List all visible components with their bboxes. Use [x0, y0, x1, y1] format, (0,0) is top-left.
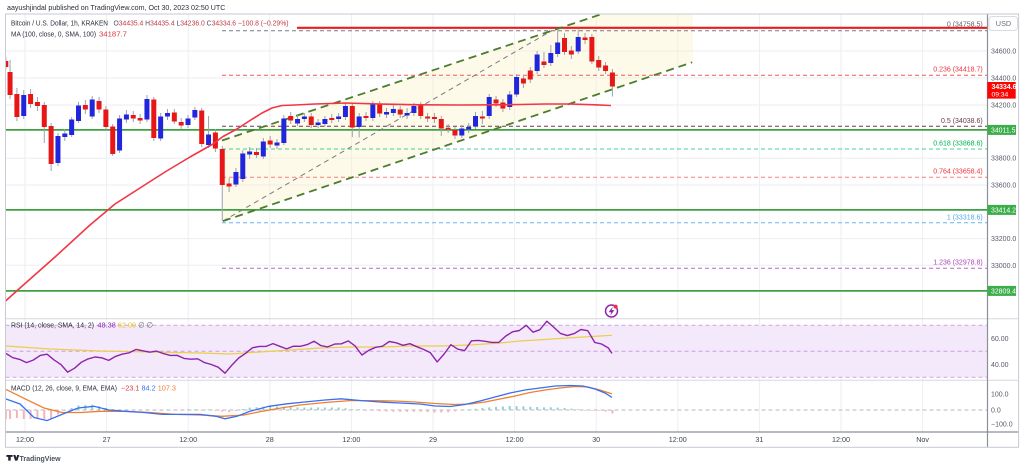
- svg-text:0.236 (34418.7): 0.236 (34418.7): [933, 67, 982, 74]
- svg-text:33000.0: 33000.0: [991, 263, 1016, 270]
- svg-text:34334.6: 34334.6: [992, 84, 1017, 91]
- svg-text:34200.0: 34200.0: [991, 103, 1016, 110]
- svg-text:34187.7: 34187.7: [99, 30, 127, 39]
- svg-text:29: 29: [429, 435, 437, 444]
- svg-text:12:00: 12:00: [179, 435, 197, 444]
- svg-text:RSI (14, close, SMA, 14, 2): RSI (14, close, SMA, 14, 2): [11, 321, 94, 330]
- svg-text:0.5 (34038.6): 0.5 (34038.6): [941, 118, 983, 125]
- svg-text:60.00: 60.00: [991, 336, 1009, 343]
- svg-text:MA (100, close, 0, SMA, 100): MA (100, close, 0, SMA, 100): [11, 30, 96, 39]
- svg-text:aayushjindal published on Trad: aayushjindal published on TradingView.co…: [7, 4, 225, 12]
- svg-text:12:00: 12:00: [669, 435, 687, 444]
- svg-text:34011.5: 34011.5: [991, 127, 1016, 134]
- svg-text:12:00: 12:00: [506, 435, 524, 444]
- svg-text:31: 31: [755, 435, 763, 444]
- svg-text:34600.0: 34600.0: [991, 49, 1016, 56]
- svg-text:33200.0: 33200.0: [991, 236, 1016, 243]
- svg-text:32809.4: 32809.4: [991, 288, 1016, 295]
- svg-text:Bitcoin / U.S. Dollar, 1h, KRA: Bitcoin / U.S. Dollar, 1h, KRAKEN: [11, 19, 108, 28]
- svg-text:34400.0: 34400.0: [991, 76, 1016, 83]
- svg-text:09:34: 09:34: [992, 91, 1009, 98]
- svg-text:12:00: 12:00: [832, 435, 850, 444]
- svg-text:1.236 (32978.8): 1.236 (32978.8): [933, 260, 982, 267]
- svg-text:28: 28: [266, 435, 274, 444]
- svg-text:40.00: 40.00: [991, 362, 1009, 369]
- svg-text:1 (33318.6): 1 (33318.6): [947, 215, 983, 222]
- svg-text:33414.2: 33414.2: [991, 207, 1016, 214]
- svg-text:12:00: 12:00: [342, 435, 360, 444]
- svg-text:−100.0: −100.0: [991, 422, 1013, 429]
- svg-text:33600.0: 33600.0: [991, 183, 1016, 190]
- svg-text:33800.0: 33800.0: [991, 156, 1016, 163]
- svg-text:0.618 (33868.6): 0.618 (33868.6): [933, 141, 982, 148]
- svg-text:0 (34758.5): 0 (34758.5): [947, 22, 983, 29]
- svg-text:−23.1 84.2 107.3: −23.1 84.2 107.3: [121, 384, 176, 393]
- svg-text:27: 27: [103, 435, 111, 444]
- svg-text:0.764 (33658.4): 0.764 (33658.4): [933, 169, 982, 176]
- svg-text:12:00: 12:00: [16, 435, 34, 444]
- svg-text:MACD (12, 26, close, 9, EMA, E: MACD (12, 26, close, 9, EMA, EMA): [11, 384, 117, 393]
- svg-text:0.0: 0.0: [991, 408, 1001, 415]
- svg-text:USD: USD: [996, 19, 1011, 28]
- svg-text:48.38 62.09 ∅ ∅: 48.38 62.09 ∅ ∅: [98, 321, 153, 330]
- svg-text:O34435.4 H34435.4 L34236.0 C34: O34435.4 H34435.4 L34236.0 C34334.6 −100…: [114, 19, 289, 28]
- svg-text:Nov: Nov: [916, 435, 929, 444]
- svg-text:TradingView: TradingView: [20, 456, 62, 463]
- svg-text:100.0: 100.0: [991, 392, 1009, 399]
- svg-text:30: 30: [592, 435, 600, 444]
